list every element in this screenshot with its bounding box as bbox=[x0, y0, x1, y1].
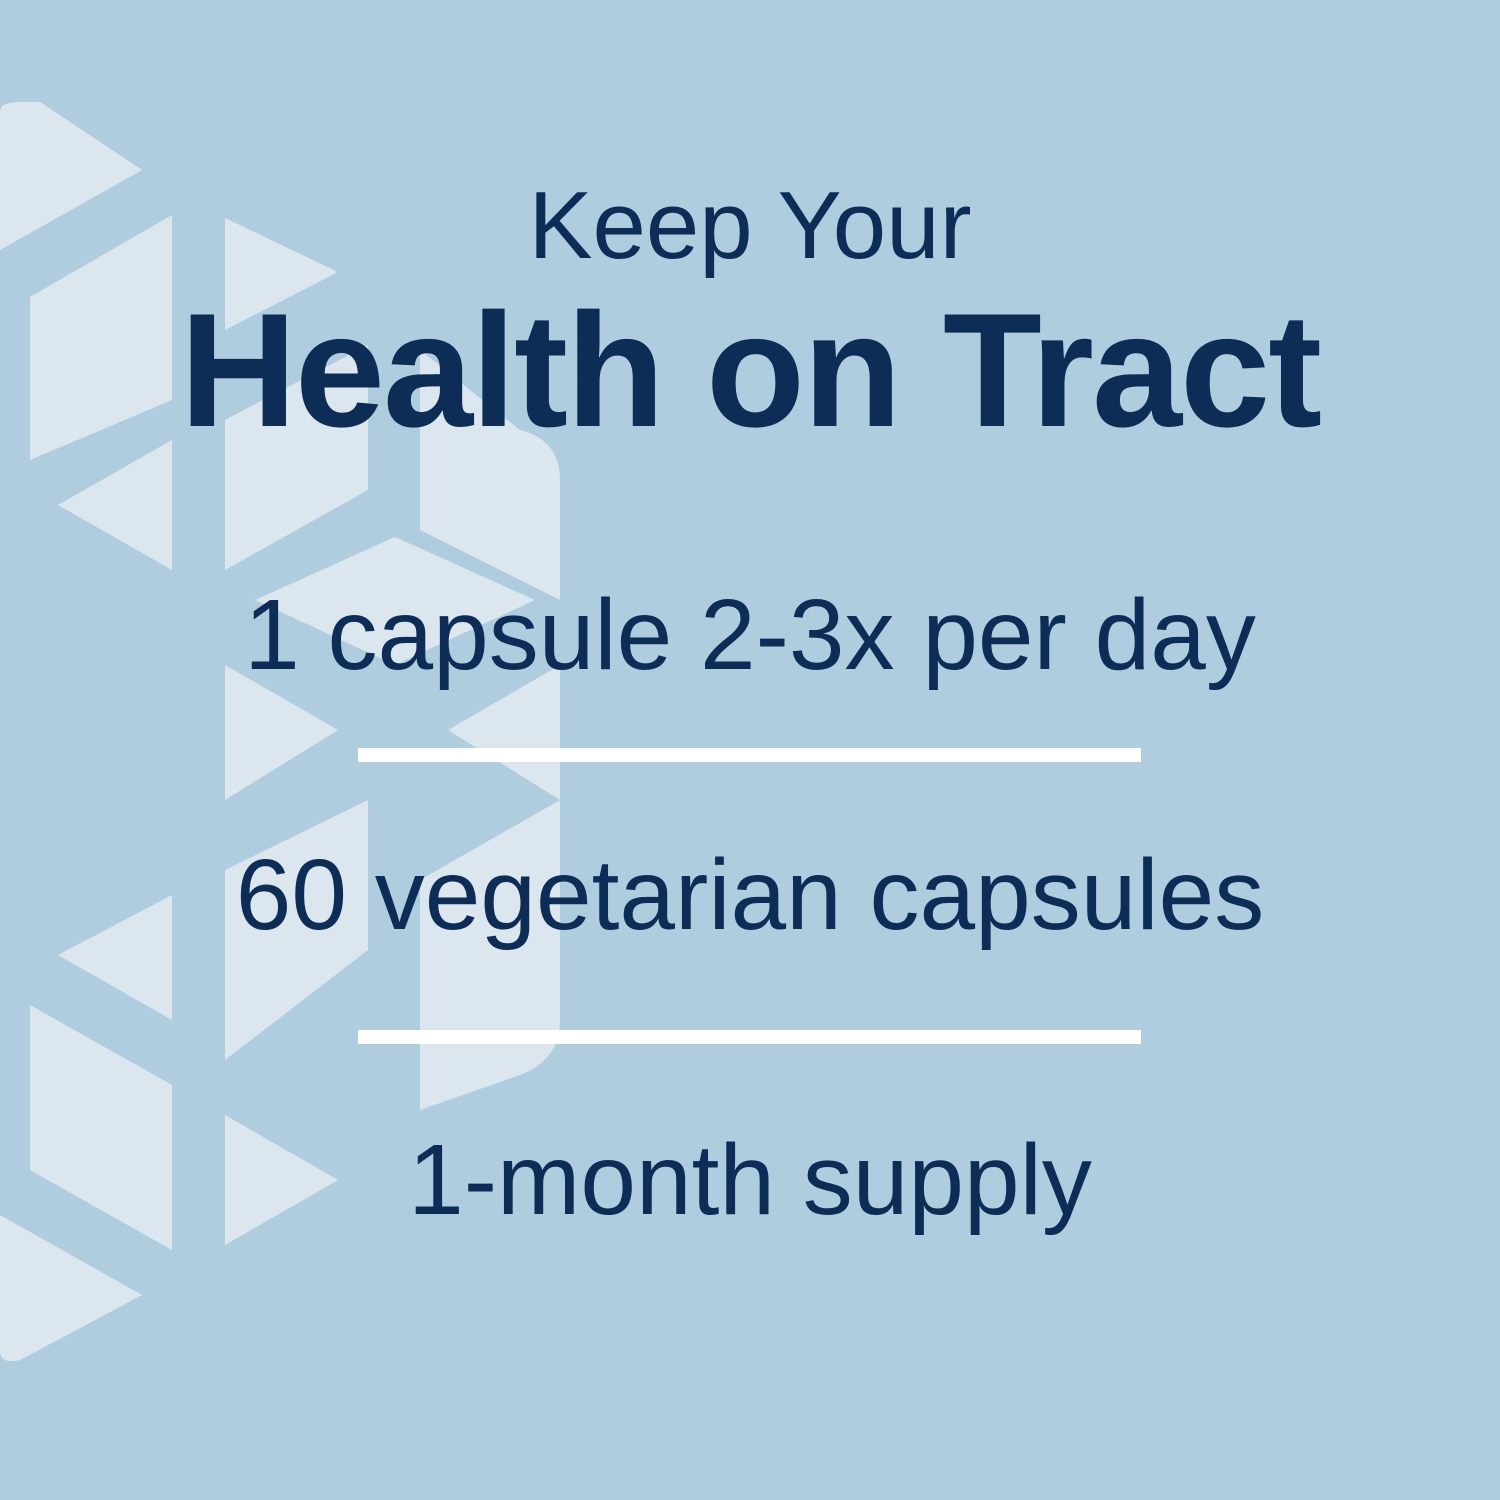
divider bbox=[358, 1030, 1141, 1044]
headline-title: Health on Tract bbox=[179, 280, 1322, 461]
fact-dosage: 1 capsule 2-3x per day bbox=[244, 579, 1256, 691]
fact-capsule-count: 60 vegetarian capsules bbox=[235, 839, 1265, 951]
fact-supply: 1-month supply bbox=[408, 1124, 1092, 1236]
divider bbox=[358, 748, 1141, 762]
headline-kicker: Keep Your bbox=[528, 172, 972, 279]
